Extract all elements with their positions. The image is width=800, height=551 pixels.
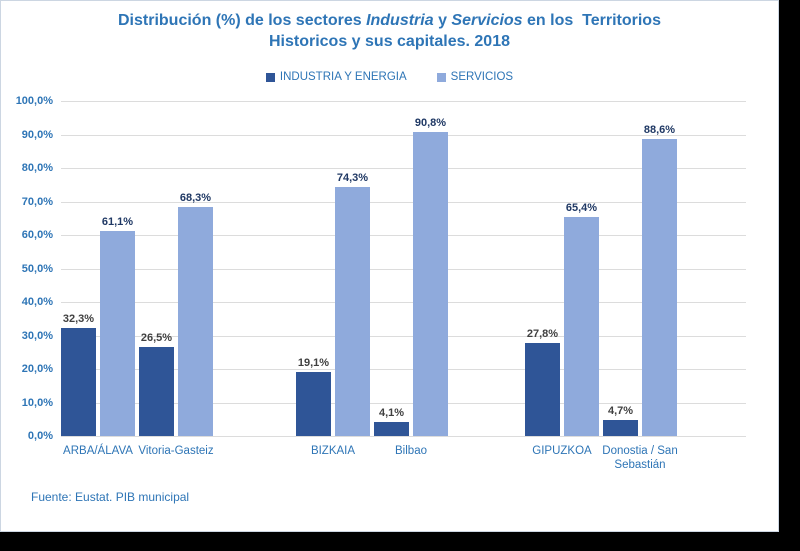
y-tick-label: 20,0% (21, 363, 53, 375)
y-tick-label: 30,0% (21, 329, 53, 342)
legend-swatch-servicios-icon (436, 72, 446, 82)
bar-industria (61, 327, 96, 436)
data-label: 68,3% (179, 192, 212, 205)
gridline (61, 335, 746, 337)
title-segment: Distribución (%) de los sectores (118, 12, 367, 29)
title-segment-italic: Servicios (451, 12, 523, 29)
bar-industria (139, 347, 174, 436)
data-label: 65,4% (565, 201, 598, 214)
category-label: Vitoria-Gasteiz (138, 445, 214, 457)
y-tick-label: 60,0% (21, 229, 53, 241)
gridline (61, 134, 746, 136)
y-tick-label: 100,0% (15, 95, 53, 107)
legend-label-servicios: SERVICIOS (450, 71, 514, 83)
gridline (61, 369, 746, 370)
gridline (61, 436, 746, 437)
category-label: Donostia / San Sebastián (602, 445, 678, 471)
plot-area: 32,3% 26,5% 19,1% 4,1% 27,8% 4,7% 61,1% 68,3% 74… (61, 101, 746, 471)
legend-item-industria: INDUSTRIA Y ENERGIA (265, 71, 407, 83)
gridline (61, 101, 746, 102)
y-tick-label: 0,0% (27, 430, 53, 442)
gridline (61, 268, 746, 270)
gridline (61, 235, 746, 236)
data-label: 32,3% (62, 312, 95, 325)
category-label: ARBA/ÁLAVA (63, 445, 133, 457)
bar-industria (374, 422, 409, 436)
gridline (61, 168, 746, 169)
chart-title: Distribución (%) de los sectores Industr… (50, 10, 730, 52)
y-axis: 100,0% 90,0% 80,0% 70,0% 60,0% 50,0% 40,0% 30,0… (1, 95, 53, 442)
title-segment: y (433, 12, 452, 29)
data-label: 74,3% (336, 172, 369, 185)
bar-industria (525, 342, 560, 436)
title-segment-italic: Industria (366, 12, 434, 29)
chart-legend: INDUSTRIA Y ENERGIA SERVICIOS (1, 71, 778, 83)
gridline (61, 302, 746, 303)
bar-servicios (335, 187, 370, 436)
source-note: Fuente: Eustat. PIB municipal (31, 490, 190, 504)
data-label: 61,1% (101, 216, 134, 229)
category-label: GIPUZKOA (532, 445, 592, 457)
data-label: 27,8% (526, 327, 559, 340)
bar-industria (603, 420, 638, 436)
category-label: Bilbao (395, 445, 427, 457)
legend-item-servicios: SERVICIOS (436, 71, 514, 83)
title-line2: Historicos y sus capitales. 2018 (268, 33, 510, 50)
data-label: 26,5% (140, 332, 173, 345)
category-label: BIZKAIA (310, 445, 356, 457)
bar-industria (296, 372, 331, 436)
y-tick-label: 40,0% (21, 296, 53, 308)
gridline (61, 402, 746, 404)
gridline (61, 201, 746, 203)
y-tick-label: 70,0% (21, 195, 53, 208)
y-tick-label: 50,0% (21, 262, 53, 275)
data-label: 90,8% (414, 116, 447, 129)
legend-label-industria: INDUSTRIA Y ENERGIA (279, 71, 407, 83)
bar-servicios (100, 231, 135, 436)
title-segment: en los Territorios (522, 12, 661, 29)
data-label: 4,1% (378, 407, 405, 420)
data-label: 4,7% (607, 405, 634, 418)
legend-swatch-industria-icon (265, 72, 275, 82)
y-tick-label: 90,0% (21, 128, 53, 141)
bar-servicios (642, 139, 677, 436)
y-tick-label: 10,0% (21, 396, 53, 409)
y-tick-label: 80,0% (21, 162, 53, 174)
bar-servicios (178, 207, 213, 436)
bar-servicios (564, 216, 599, 436)
bar-servicios (413, 131, 448, 436)
data-label: 19,1% (297, 357, 330, 370)
chart-frame: Distribución (%) de los sectores Industr… (0, 0, 779, 532)
data-label: 88,6% (643, 124, 676, 137)
